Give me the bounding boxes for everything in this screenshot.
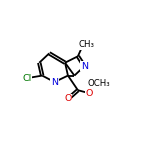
Text: O: O — [85, 89, 93, 98]
Text: OCH₃: OCH₃ — [87, 79, 110, 88]
Text: O: O — [64, 95, 72, 104]
Text: N: N — [51, 78, 58, 86]
Text: CH₃: CH₃ — [78, 40, 94, 49]
Text: N: N — [81, 62, 88, 71]
Text: Cl: Cl — [22, 74, 32, 83]
